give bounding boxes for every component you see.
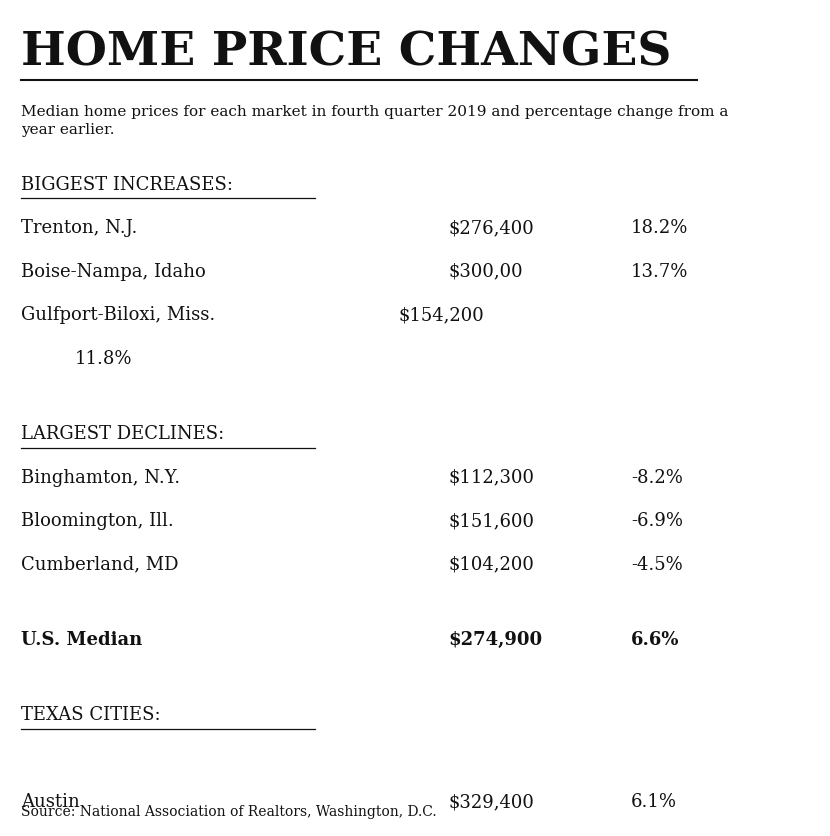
- Text: -4.5%: -4.5%: [631, 555, 682, 573]
- Text: Cumberland, MD: Cumberland, MD: [21, 555, 178, 573]
- Text: LARGEST DECLINES:: LARGEST DECLINES:: [21, 425, 224, 443]
- Text: HOME PRICE CHANGES: HOME PRICE CHANGES: [21, 29, 671, 75]
- Text: Binghamton, N.Y.: Binghamton, N.Y.: [21, 468, 180, 487]
- Text: 11.8%: 11.8%: [75, 349, 132, 368]
- Text: 18.2%: 18.2%: [631, 219, 688, 237]
- Text: 13.7%: 13.7%: [631, 263, 688, 281]
- Text: $154,200: $154,200: [398, 306, 484, 324]
- Text: -6.9%: -6.9%: [631, 512, 683, 530]
- Text: BIGGEST INCREASES:: BIGGEST INCREASES:: [21, 176, 232, 194]
- Text: Gulfport-Biloxi, Miss.: Gulfport-Biloxi, Miss.: [21, 306, 215, 324]
- Text: $112,300: $112,300: [448, 468, 535, 487]
- Text: -8.2%: -8.2%: [631, 468, 682, 487]
- Text: Austin: Austin: [21, 793, 80, 811]
- Text: Bloomington, Ill.: Bloomington, Ill.: [21, 512, 173, 530]
- Text: TEXAS CITIES:: TEXAS CITIES:: [21, 706, 160, 724]
- Text: $276,400: $276,400: [448, 219, 534, 237]
- Text: Boise-Nampa, Idaho: Boise-Nampa, Idaho: [21, 263, 206, 281]
- Text: U.S. Median: U.S. Median: [21, 630, 142, 649]
- Text: Source: National Association of Realtors, Washington, D.C.: Source: National Association of Realtors…: [21, 803, 437, 818]
- Text: $151,600: $151,600: [448, 512, 535, 530]
- Text: 6.1%: 6.1%: [631, 793, 676, 811]
- Text: $300,00: $300,00: [448, 263, 523, 281]
- Text: $104,200: $104,200: [448, 555, 534, 573]
- Text: $274,900: $274,900: [448, 630, 542, 649]
- Text: $329,400: $329,400: [448, 793, 534, 811]
- Text: Trenton, N.J.: Trenton, N.J.: [21, 219, 137, 237]
- Text: 6.6%: 6.6%: [631, 630, 679, 649]
- Text: Median home prices for each market in fourth quarter 2019 and percentage change : Median home prices for each market in fo…: [21, 104, 728, 137]
